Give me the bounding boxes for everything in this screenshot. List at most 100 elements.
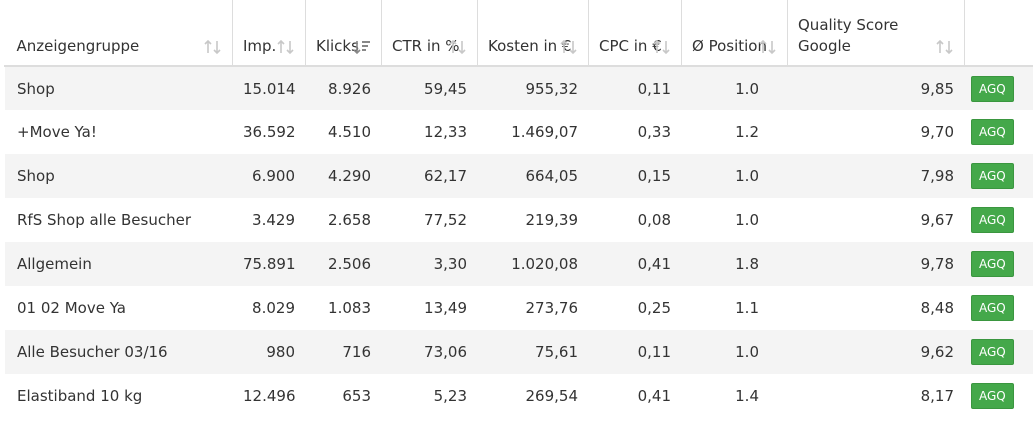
cell-imp: 12.496 <box>243 387 296 405</box>
cell-position: 1.0 <box>735 211 759 229</box>
cell-cpc: 0,15 <box>588 154 682 198</box>
column-header-klicks[interactable]: Klicks <box>305 0 382 67</box>
column-header-label: CPC in € <box>599 37 662 55</box>
cell-ctr: 77,52 <box>424 211 467 229</box>
cell-actions: AGQ <box>965 110 1033 154</box>
cell-actions: AGQ <box>964 66 1033 110</box>
cell-position: 1.2 <box>735 123 759 141</box>
cell-cpc: 0,11 <box>588 66 682 110</box>
agq-button[interactable]: AGQ <box>971 251 1014 277</box>
cell-anzeigengruppe: Alle Besucher 03/16 <box>4 330 233 374</box>
cell-quality-score: 9,67 <box>920 211 954 229</box>
cell-ctr: 12,33 <box>424 123 467 141</box>
column-header-kosten[interactable]: Kosten in € <box>477 0 589 67</box>
cell-imp: 15.014 <box>232 66 306 110</box>
cell-ctr: 73,06 <box>381 330 478 374</box>
agq-button[interactable]: AGQ <box>971 119 1014 145</box>
agq-button[interactable]: AGQ <box>971 163 1014 189</box>
agq-button[interactable]: AGQ <box>971 75 1014 102</box>
agq-button[interactable]: AGQ <box>971 383 1014 409</box>
cell-kosten: 1.469,07 <box>511 123 578 141</box>
column-header-actions <box>964 0 1033 67</box>
table-body: Shop 15.014 8.926 59,45 955,32 0,11 1.0 9,85 AGQ… <box>4 66 1033 418</box>
column-header-label: CTR in % <box>392 37 460 55</box>
agq-button[interactable]: AGQ <box>971 339 1014 365</box>
table-row: Allgemein 75.891 2.506 3,30 1.020,08 0,41 1.8 9… <box>4 242 1033 286</box>
column-header-label: Imp. <box>243 37 277 55</box>
table-row: 01 02 Move Ya 8.029 1.083 13,49 273,76 0,25 1.… <box>5 286 1033 330</box>
cell-kosten: 955,32 <box>477 66 589 110</box>
cell-quality-score: 9,70 <box>920 123 954 141</box>
agq-button[interactable]: AGQ <box>971 207 1014 233</box>
cell-anzeigengruppe: 01 02 Move Ya <box>17 299 126 317</box>
column-header-imp[interactable]: Imp. <box>232 0 306 67</box>
column-header-label: Ø Position <box>692 37 767 55</box>
column-header-cpc[interactable]: CPC in € <box>588 0 682 67</box>
sort-icon[interactable] <box>759 39 777 55</box>
agq-button[interactable]: AGQ <box>971 295 1014 321</box>
cell-position: 1.1 <box>735 299 759 317</box>
cell-actions: AGQ <box>965 374 1033 418</box>
cell-actions: AGQ <box>965 198 1033 242</box>
cell-actions: AGQ <box>964 242 1033 286</box>
cell-imp: 3.429 <box>252 211 295 229</box>
cell-imp: 36.592 <box>243 123 296 141</box>
cell-klicks: 2.658 <box>328 211 371 229</box>
cell-anzeigengruppe: Elastiband 10 kg <box>17 387 143 405</box>
column-header-quality-score[interactable]: Quality Score Google <box>787 0 965 67</box>
cell-kosten: 1.020,08 <box>477 242 589 286</box>
cell-anzeigengruppe: Shop <box>4 66 233 110</box>
cell-klicks: 1.083 <box>328 299 371 317</box>
sort-icon[interactable] <box>449 39 467 55</box>
cell-anzeigengruppe: +Move Ya! <box>17 123 97 141</box>
table-row: Alle Besucher 03/16 980 716 73,06 75,61 0,11 1… <box>4 330 1033 374</box>
cell-actions: AGQ <box>964 154 1033 198</box>
cell-klicks: 2.506 <box>305 242 382 286</box>
cell-klicks: 653 <box>342 387 371 405</box>
cell-imp: 8.029 <box>252 299 295 317</box>
adgroup-table: Anzeigengruppe Imp. Klicks CTR in % Kosten i… <box>4 0 1033 418</box>
cell-anzeigengruppe: Shop <box>4 154 233 198</box>
column-header-position[interactable]: Ø Position <box>681 0 788 67</box>
cell-position: 1.8 <box>681 242 788 286</box>
cell-position: 1.0 <box>681 330 788 374</box>
cell-kosten: 269,54 <box>525 387 579 405</box>
cell-kosten: 273,76 <box>525 299 579 317</box>
sort-icon[interactable] <box>204 39 222 55</box>
sort-icon[interactable] <box>936 39 954 55</box>
cell-ctr: 62,17 <box>381 154 478 198</box>
cell-quality-score: 9,85 <box>787 66 965 110</box>
table-header-row: Anzeigengruppe Imp. Klicks CTR in % Kosten i… <box>4 0 1033 67</box>
column-header-label: Quality Score Google <box>798 16 899 55</box>
sort-icon[interactable] <box>653 39 671 55</box>
sort-desc-icon[interactable] <box>353 39 371 55</box>
table-row: RfS Shop alle Besucher 3.429 2.658 77,52 219… <box>5 198 1033 242</box>
cell-quality-score: 9,62 <box>787 330 965 374</box>
column-header-anzeigengruppe[interactable]: Anzeigengruppe <box>4 0 233 67</box>
cell-quality-score: 8,17 <box>920 387 954 405</box>
cell-cpc: 0,41 <box>637 387 671 405</box>
cell-ctr: 3,30 <box>381 242 478 286</box>
cell-position: 1.0 <box>681 66 788 110</box>
cell-actions: AGQ <box>964 330 1033 374</box>
cell-klicks: 8.926 <box>305 66 382 110</box>
table-row: +Move Ya! 36.592 4.510 12,33 1.469,07 0,33 1.2… <box>5 110 1033 154</box>
cell-klicks: 4.290 <box>305 154 382 198</box>
cell-cpc: 0,08 <box>637 211 671 229</box>
cell-anzeigengruppe: Allgemein <box>4 242 233 286</box>
sort-icon[interactable] <box>277 39 295 55</box>
table-row: Shop 15.014 8.926 59,45 955,32 0,11 1.0 9,85 AGQ <box>4 66 1033 110</box>
cell-actions: AGQ <box>965 286 1033 330</box>
cell-ctr: 13,49 <box>424 299 467 317</box>
column-header-ctr[interactable]: CTR in % <box>381 0 478 67</box>
column-header-label: Klicks <box>316 37 359 55</box>
sort-icon[interactable] <box>560 39 578 55</box>
cell-ctr: 59,45 <box>381 66 478 110</box>
cell-position: 1.0 <box>681 154 788 198</box>
cell-cpc: 0,33 <box>637 123 671 141</box>
cell-klicks: 4.510 <box>328 123 371 141</box>
cell-kosten: 75,61 <box>477 330 589 374</box>
table-row: Shop 6.900 4.290 62,17 664,05 0,15 1.0 7,98 AGQ <box>4 154 1033 198</box>
cell-kosten: 219,39 <box>525 211 579 229</box>
cell-quality-score: 8,48 <box>920 299 954 317</box>
